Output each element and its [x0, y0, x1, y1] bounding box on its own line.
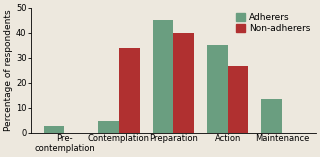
Bar: [44, 127, 64, 133]
Bar: [119, 48, 140, 133]
Bar: [207, 45, 228, 133]
Bar: [261, 99, 282, 133]
Bar: [98, 122, 119, 133]
Bar: [153, 20, 173, 133]
Legend: Adherers, Non-adherers: Adherers, Non-adherers: [236, 12, 311, 34]
Y-axis label: Percentage of respondents: Percentage of respondents: [4, 9, 13, 131]
Bar: [173, 33, 194, 133]
Bar: [228, 66, 248, 133]
